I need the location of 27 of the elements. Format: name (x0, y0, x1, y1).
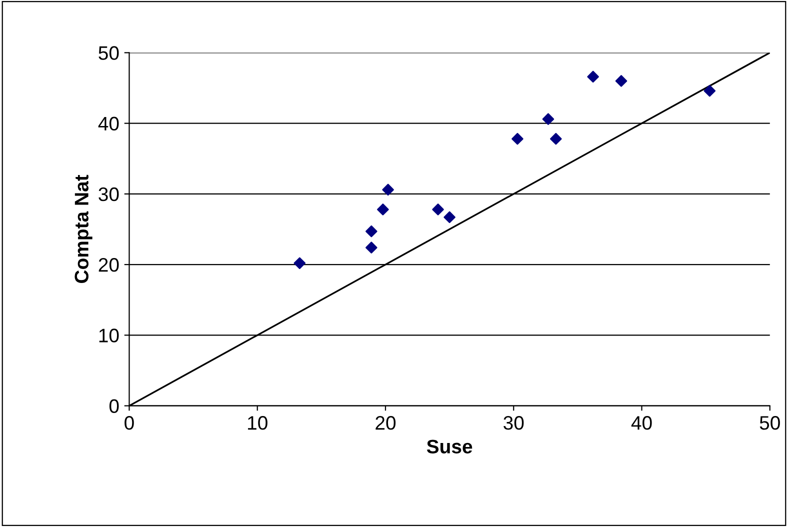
x-tick-label: 0 (124, 416, 134, 430)
point (294, 257, 306, 270)
point (615, 75, 628, 87)
y-tick-label: 30 (98, 187, 119, 202)
x-axis-title: Suse (426, 440, 472, 454)
y-tick-label: 40 (98, 116, 119, 131)
x-tick-label: 50 (760, 416, 780, 430)
x-tick-label: 30 (504, 416, 524, 430)
y-tick-label: 0 (109, 399, 119, 414)
point (587, 70, 599, 83)
point (377, 204, 389, 216)
point (366, 242, 378, 254)
point (512, 132, 524, 145)
point (366, 225, 378, 238)
x-tick-label: 20 (376, 416, 396, 430)
point (704, 84, 716, 97)
x-tick-label: 40 (631, 416, 652, 430)
point (444, 211, 456, 224)
y-axis-title: Compta Nat (74, 174, 92, 283)
point (432, 204, 444, 216)
point (382, 184, 394, 196)
y-tick-label: 50 (98, 46, 119, 60)
point (542, 113, 554, 125)
x-tick-label: 10 (248, 416, 268, 430)
y-tick-label: 20 (98, 258, 119, 272)
point (550, 132, 562, 145)
y-tick-label: 10 (99, 328, 119, 342)
